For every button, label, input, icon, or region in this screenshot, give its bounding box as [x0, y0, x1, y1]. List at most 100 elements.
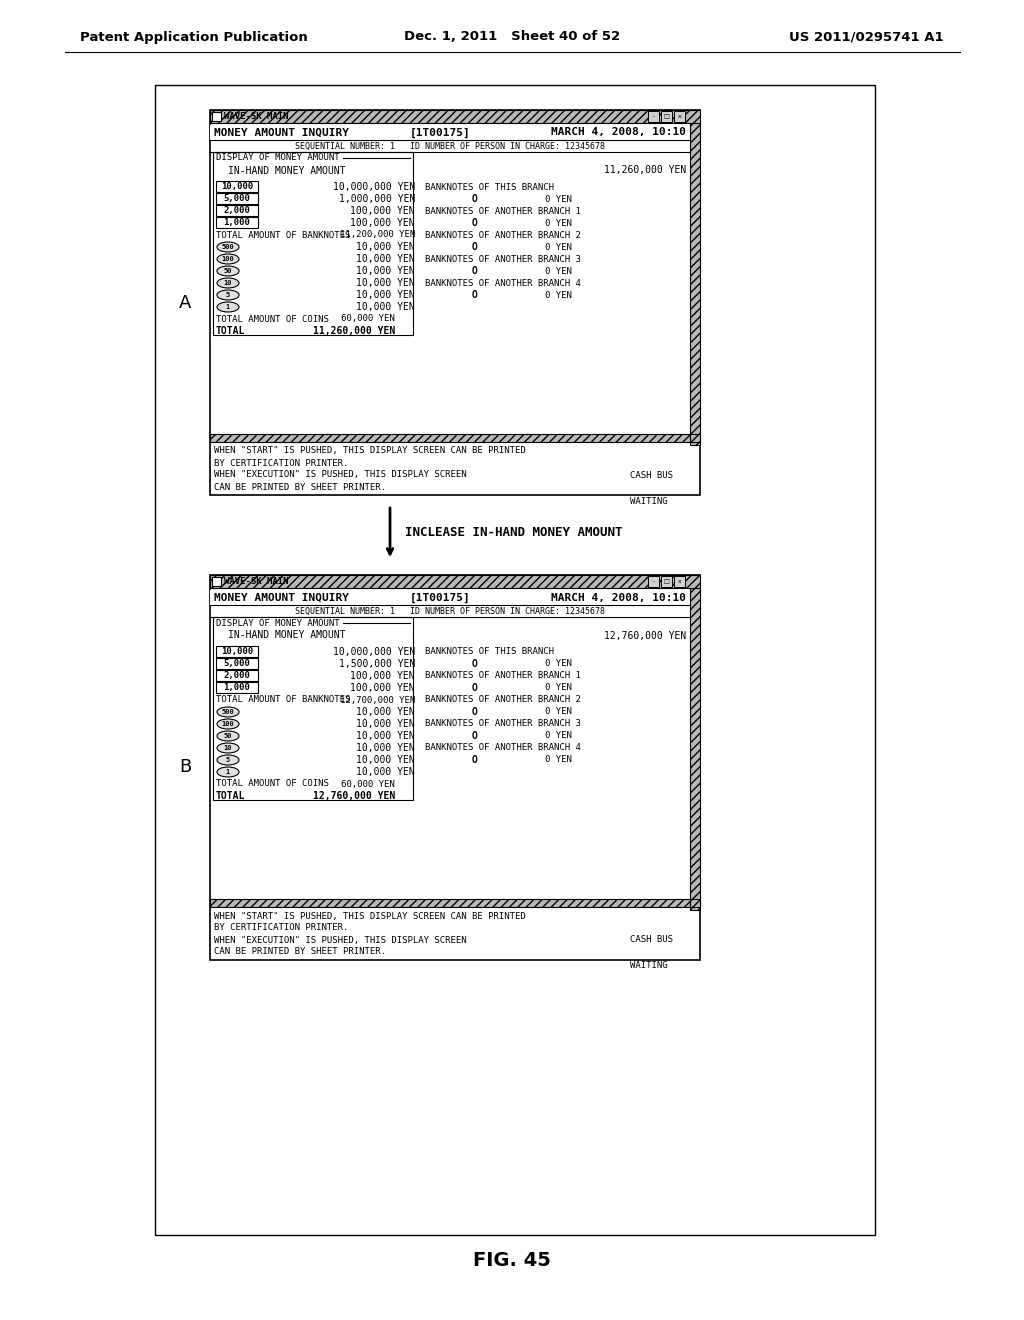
Text: □: □ — [664, 114, 670, 119]
Text: BANKNOTES OF THIS BRANCH: BANKNOTES OF THIS BRANCH — [425, 648, 554, 656]
Text: 100,000 YEN: 100,000 YEN — [350, 682, 415, 693]
Text: BANKNOTES OF ANOTHER BRANCH 2: BANKNOTES OF ANOTHER BRANCH 2 — [425, 231, 581, 239]
Text: □: □ — [664, 579, 670, 583]
Bar — [210, 110, 700, 123]
Text: 0 YEN: 0 YEN — [545, 731, 571, 741]
Text: 0 YEN: 0 YEN — [545, 708, 571, 717]
Text: 0 YEN: 0 YEN — [545, 194, 571, 203]
Text: BANKNOTES OF ANOTHER BRANCH 4: BANKNOTES OF ANOTHER BRANCH 4 — [425, 279, 581, 288]
Text: 10: 10 — [224, 280, 232, 286]
Bar — [674, 576, 685, 587]
Ellipse shape — [217, 267, 239, 276]
Text: 50: 50 — [224, 733, 232, 739]
Ellipse shape — [217, 708, 239, 717]
Text: 60,000 YEN: 60,000 YEN — [341, 780, 395, 788]
Bar — [210, 110, 700, 123]
Ellipse shape — [217, 767, 239, 777]
Ellipse shape — [217, 279, 239, 288]
Bar — [690, 899, 700, 907]
Text: BANKNOTES OF ANOTHER BRANCH 2: BANKNOTES OF ANOTHER BRANCH 2 — [425, 696, 581, 705]
Bar — [210, 576, 700, 587]
Text: Patent Application Publication: Patent Application Publication — [80, 30, 308, 44]
Text: -: - — [652, 114, 654, 119]
Bar — [648, 111, 659, 121]
Ellipse shape — [217, 302, 239, 312]
Ellipse shape — [217, 290, 239, 300]
Bar — [210, 576, 700, 587]
Text: 100: 100 — [221, 256, 234, 261]
Bar — [155, 84, 874, 1236]
Text: 10,000,000 YEN: 10,000,000 YEN — [333, 647, 415, 657]
Text: FIG. 45: FIG. 45 — [473, 1250, 551, 1270]
Text: 5,000: 5,000 — [223, 194, 251, 203]
Text: 0 YEN: 0 YEN — [545, 755, 571, 764]
Text: WAVE-SK MAIN: WAVE-SK MAIN — [224, 577, 289, 586]
Bar — [690, 899, 700, 907]
Text: 0 YEN: 0 YEN — [545, 243, 571, 252]
Text: CASH BUS: CASH BUS — [630, 936, 673, 945]
Bar — [216, 671, 258, 681]
Text: TOTAL AMOUNT OF BANKNOTES: TOTAL AMOUNT OF BANKNOTES — [216, 696, 350, 705]
Text: 12,760,000 YEN: 12,760,000 YEN — [604, 631, 686, 640]
Bar — [210, 899, 690, 907]
Text: 10,000 YEN: 10,000 YEN — [356, 279, 415, 288]
Text: A: A — [179, 293, 191, 312]
Text: 1,000,000 YEN: 1,000,000 YEN — [339, 194, 415, 205]
Text: 10,000: 10,000 — [221, 647, 253, 656]
Bar — [216, 645, 258, 657]
Bar — [216, 657, 258, 669]
Text: O: O — [472, 242, 478, 252]
Text: TOTAL: TOTAL — [216, 326, 246, 337]
Bar — [210, 590, 690, 605]
Text: 5: 5 — [226, 292, 230, 298]
Text: US 2011/0295741 A1: US 2011/0295741 A1 — [790, 30, 944, 44]
Text: 100,000 YEN: 100,000 YEN — [350, 206, 415, 216]
Text: 10,000 YEN: 10,000 YEN — [356, 719, 415, 729]
Text: 0 YEN: 0 YEN — [545, 660, 571, 668]
Text: 2,000: 2,000 — [223, 671, 251, 680]
Text: O: O — [472, 194, 478, 205]
Bar — [690, 434, 700, 442]
Text: 10: 10 — [224, 744, 232, 751]
Text: 0 YEN: 0 YEN — [545, 219, 571, 227]
Text: O: O — [472, 290, 478, 300]
Text: 1,000: 1,000 — [223, 218, 251, 227]
Bar — [648, 576, 659, 587]
Text: 5: 5 — [226, 756, 230, 763]
Text: 10,000,000 YEN: 10,000,000 YEN — [333, 182, 415, 191]
Ellipse shape — [217, 242, 239, 252]
Text: CAN BE PRINTED BY SHEET PRINTER.: CAN BE PRINTED BY SHEET PRINTER. — [214, 483, 386, 491]
Text: B: B — [179, 759, 191, 776]
Bar — [662, 576, 672, 587]
Text: Dec. 1, 2011   Sheet 40 of 52: Dec. 1, 2011 Sheet 40 of 52 — [403, 30, 621, 44]
Text: MARCH 4, 2008, 10:10: MARCH 4, 2008, 10:10 — [551, 593, 686, 602]
Text: 100: 100 — [221, 721, 234, 727]
Text: 11,260,000 YEN: 11,260,000 YEN — [312, 326, 395, 337]
Text: 100,000 YEN: 100,000 YEN — [350, 218, 415, 228]
Text: 10,000: 10,000 — [221, 182, 253, 191]
Text: 11,200,000 YEN: 11,200,000 YEN — [340, 231, 415, 239]
Text: 2,000: 2,000 — [223, 206, 251, 215]
Text: 10,000 YEN: 10,000 YEN — [356, 708, 415, 717]
Text: TOTAL AMOUNT OF COINS: TOTAL AMOUNT OF COINS — [216, 780, 329, 788]
Bar — [216, 193, 258, 205]
Text: CAN BE PRINTED BY SHEET PRINTER.: CAN BE PRINTED BY SHEET PRINTER. — [214, 948, 386, 957]
Text: WAITING: WAITING — [630, 496, 668, 506]
Text: WHEN "START" IS PUSHED, THIS DISPLAY SCREEN CAN BE PRINTED: WHEN "START" IS PUSHED, THIS DISPLAY SCR… — [214, 446, 525, 455]
Ellipse shape — [217, 719, 239, 729]
Bar — [210, 125, 690, 140]
Bar — [662, 111, 672, 121]
Bar — [216, 181, 258, 191]
Bar — [210, 434, 690, 442]
Text: WHEN "EXECUTION" IS PUSHED, THIS DISPLAY SCREEN: WHEN "EXECUTION" IS PUSHED, THIS DISPLAY… — [214, 936, 467, 945]
Text: MARCH 4, 2008, 10:10: MARCH 4, 2008, 10:10 — [551, 128, 686, 137]
Text: BANKNOTES OF ANOTHER BRANCH 1: BANKNOTES OF ANOTHER BRANCH 1 — [425, 206, 581, 215]
Text: BANKNOTES OF ANOTHER BRANCH 3: BANKNOTES OF ANOTHER BRANCH 3 — [425, 255, 581, 264]
Bar — [690, 587, 700, 909]
Text: DISPLAY OF MONEY AMOUNT: DISPLAY OF MONEY AMOUNT — [216, 153, 340, 162]
Text: 10,000 YEN: 10,000 YEN — [356, 267, 415, 276]
Text: BANKNOTES OF THIS BRANCH: BANKNOTES OF THIS BRANCH — [425, 182, 554, 191]
Text: 11,260,000 YEN: 11,260,000 YEN — [604, 165, 686, 176]
Text: O: O — [472, 708, 478, 717]
Bar — [212, 577, 221, 586]
